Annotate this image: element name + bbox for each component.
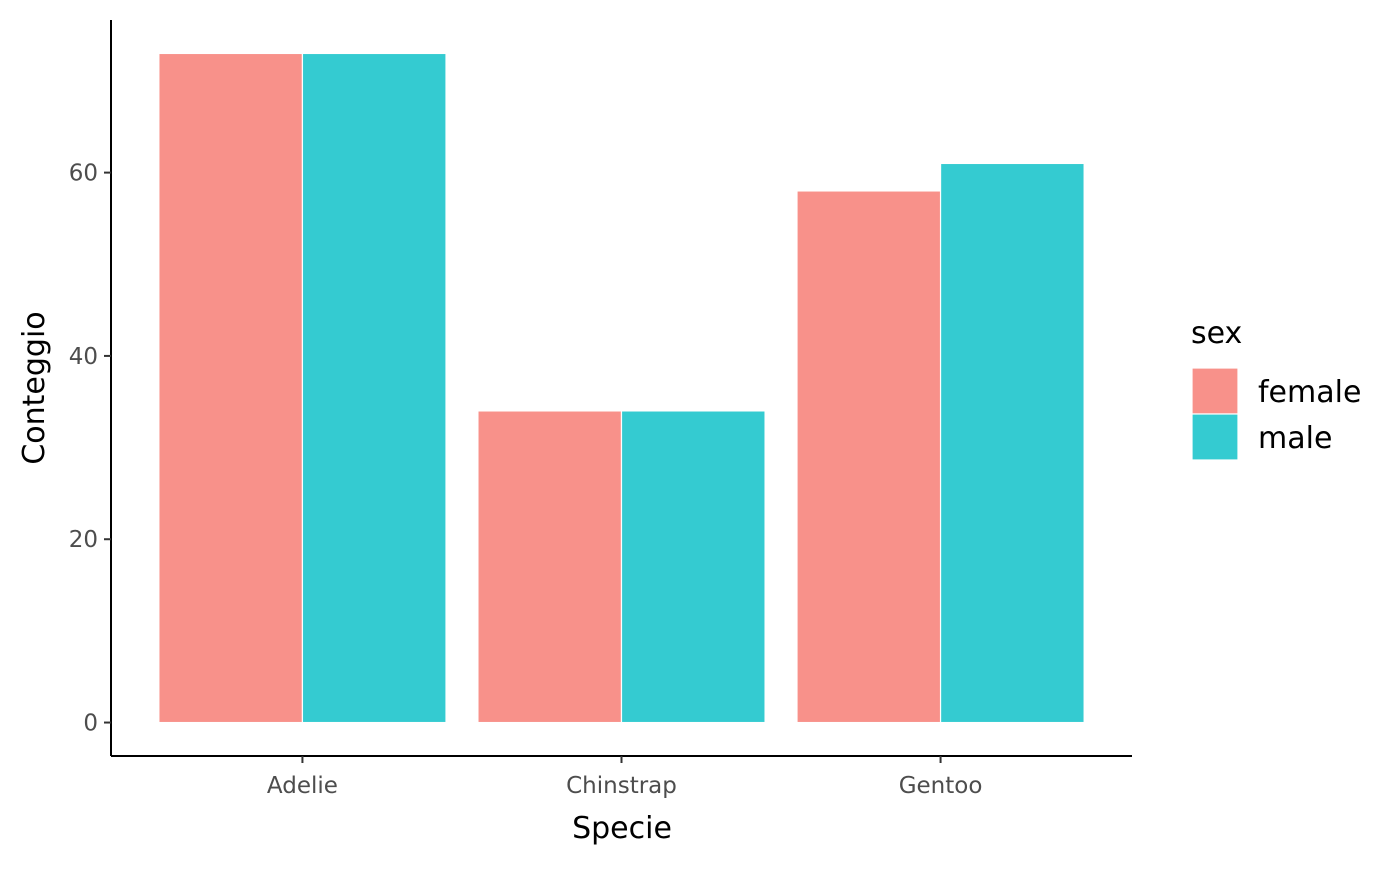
- x-tick-label-chinstrap: Chinstrap: [566, 773, 677, 799]
- x-axis-ticks: Adelie Chinstrap Gentoo: [267, 756, 982, 799]
- bar-gentoo-male: [939, 162, 1085, 724]
- bar-gentoo-female: [796, 190, 942, 724]
- legend: sex female male: [1191, 316, 1361, 461]
- legend-title: sex: [1191, 316, 1242, 351]
- legend-key-female: [1191, 367, 1239, 415]
- y-tick-label-20: 20: [69, 527, 98, 553]
- y-tick-label-0: 0: [83, 711, 98, 737]
- y-tick-label-60: 60: [69, 161, 98, 187]
- bar-chinstrap-female: [477, 410, 623, 724]
- y-axis-ticks: 0 20 40 60: [69, 161, 111, 737]
- legend-label-male: male: [1258, 421, 1332, 456]
- bar-chinstrap-male: [620, 410, 766, 724]
- bar-adelie-female: [158, 52, 304, 724]
- legend-key-male: [1191, 413, 1239, 461]
- x-tick-label-adelie: Adelie: [267, 773, 338, 799]
- x-axis-title: Specie: [572, 811, 672, 846]
- x-tick-label-gentoo: Gentoo: [899, 773, 983, 799]
- y-axis-title: Conteggio: [17, 311, 52, 464]
- legend-items: female male: [1191, 367, 1361, 461]
- bars-layer: [158, 52, 1085, 724]
- legend-label-female: female: [1258, 375, 1361, 410]
- bar-adelie-male: [301, 52, 447, 724]
- y-tick-label-40: 40: [69, 344, 98, 370]
